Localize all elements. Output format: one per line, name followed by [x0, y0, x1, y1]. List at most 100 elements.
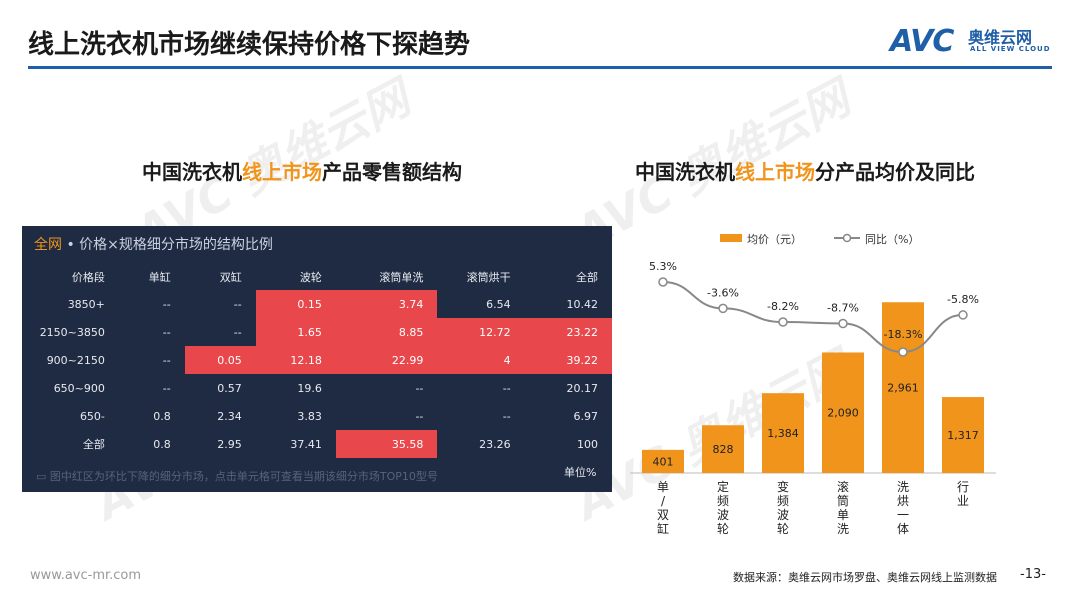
table-cell[interactable]: 12.18 — [255, 346, 336, 374]
table-caption: • 价格×规格细分市场的结构比例 — [66, 237, 273, 253]
x-tick-label: 洗 — [837, 522, 849, 536]
table-row[interactable]: 全部 0.8 2.95 37.41 35.58 23.26 100 — [22, 430, 612, 458]
title-suffix: 产品零售额结构 — [322, 160, 462, 184]
table-cell[interactable]: -- — [233, 297, 242, 311]
yoy-point — [718, 303, 728, 314]
table-header: 全网 • 价格×规格细分市场的结构比例 — [34, 234, 273, 254]
table-cell[interactable]: 35.58 — [335, 430, 438, 458]
yoy-line — [662, 281, 964, 354]
x-tick-label: 定 — [717, 479, 729, 494]
yoy-value-label: -8.7% — [827, 302, 859, 315]
table-cell[interactable]: -- — [502, 381, 511, 395]
table-unit: 单位% — [564, 466, 597, 479]
table-cell[interactable]: 8.85 — [335, 318, 438, 346]
table-cell[interactable]: 12.72 — [437, 318, 525, 346]
left-chart-title: 中国洗衣机线上市场产品零售额结构 — [142, 156, 462, 185]
column-header: 波轮 — [299, 271, 322, 284]
table-cell[interactable]: 20.17 — [566, 381, 599, 395]
table-cell[interactable]: 100 — [577, 437, 598, 451]
bar — [762, 393, 804, 473]
table-cell[interactable]: -- — [233, 325, 242, 339]
bar — [822, 352, 864, 473]
tab-all-network[interactable]: 全网 — [34, 237, 62, 253]
table-row[interactable]: 3850+ -- -- 0.15 3.74 6.54 10.42 — [22, 290, 612, 318]
table-cell[interactable]: 10.42 — [566, 297, 599, 311]
avg-price-chart: 均价（元） 同比（%） 401 828 1,384 2,090 2,961 1,317 5.3%… — [630, 233, 996, 536]
table-cell[interactable]: 23.26 — [479, 437, 511, 451]
title-prefix: 中国洗衣机 — [635, 160, 735, 184]
column-header: 价格段 — [71, 271, 105, 284]
table-cell[interactable]: 2.34 — [217, 409, 242, 423]
logo-cn-text: 奥维云网 — [968, 28, 1033, 47]
yoy-point — [658, 277, 668, 287]
x-tick-label: 频 — [717, 494, 729, 508]
x-tick-label: 滚 — [837, 479, 849, 494]
table-cell[interactable]: 19.6 — [297, 381, 322, 395]
yoy-value-label: -8.2% — [767, 300, 799, 313]
table-cell[interactable]: 6.97 — [573, 409, 599, 423]
table-row[interactable]: 650- 0.8 2.34 3.83 -- -- 6.97 — [22, 402, 612, 430]
table-cell[interactable]: 0.8 — [153, 437, 171, 451]
table-cell[interactable]: -- — [415, 381, 424, 395]
x-tick-label: 烘 — [897, 494, 909, 508]
price-segment-cell: 3850+ — [67, 297, 105, 311]
table-cell[interactable]: -- — [162, 353, 171, 367]
table-cell[interactable]: 1.65 — [255, 318, 336, 346]
table-cell[interactable]: 3.83 — [297, 409, 322, 423]
x-tick-label: 变 — [777, 479, 789, 494]
table-cell[interactable]: 22.99 — [335, 346, 438, 374]
right-chart-title: 中国洗衣机线上市场分产品均价及同比 — [635, 156, 975, 185]
table-cell[interactable]: 0.05 — [184, 346, 256, 374]
x-tick-label: 体 — [897, 522, 909, 536]
yoy-value-label: -5.8% — [947, 293, 979, 306]
table-cell[interactable]: -- — [162, 325, 171, 339]
table-row[interactable]: 2150~3850 -- -- 1.65 8.85 12.72 23.22 — [22, 318, 612, 346]
x-tick-label: 一 — [897, 508, 909, 522]
table-row[interactable]: 650~900 -- 0.57 19.6 -- -- 20.17 — [22, 374, 612, 402]
table-cell[interactable]: 3.74 — [335, 290, 438, 318]
table-cell[interactable]: -- — [162, 297, 171, 311]
table-cell[interactable]: 37.41 — [290, 437, 322, 451]
x-tick-label: / — [661, 494, 666, 508]
bar-value-label: 2,961 — [887, 382, 919, 395]
table-note-text: 图中红区为环比下降的细分市场，点击单元格可查看当期该细分市场TOP10型号 — [49, 470, 438, 483]
table-cell[interactable]: 39.22 — [524, 346, 612, 374]
bar-value-label: 401 — [653, 455, 674, 468]
header-divider — [28, 66, 1052, 69]
yoy-point — [958, 310, 968, 320]
yoy-point — [898, 347, 908, 357]
table-cell[interactable]: 0.8 — [153, 409, 171, 423]
market-structure-panel: 全网 • 价格×规格细分市场的结构比例 价格段 单缸 双缸 波轮 滚筒单洗 滚筒烘干 全部 … — [22, 226, 612, 492]
x-tick-label: 业 — [957, 494, 969, 508]
x-tick-label: 行 — [957, 480, 969, 494]
table-cell[interactable]: 23.22 — [524, 318, 612, 346]
table-row[interactable]: 900~2150 -- 0.05 12.18 22.99 4 39.22 — [22, 346, 612, 374]
bar — [942, 397, 984, 473]
footer-url[interactable]: www.avc-mr.com — [30, 568, 142, 583]
title-prefix: 中国洗衣机 — [142, 160, 242, 184]
title-highlight: 线上市场 — [242, 160, 322, 184]
table-cell[interactable]: 0.57 — [217, 381, 242, 395]
yoy-value-label: -3.6% — [707, 286, 739, 299]
table-cell[interactable]: 0.15 — [255, 290, 336, 318]
table-cell[interactable]: -- — [502, 409, 511, 423]
yoy-point — [778, 317, 788, 327]
table-header-row: 价格段 单缸 双缸 波轮 滚筒单洗 滚筒烘干 全部 — [22, 264, 612, 290]
logo-mark: AVC — [890, 24, 954, 59]
column-header: 滚筒烘干 — [466, 271, 511, 284]
table-cell[interactable]: 2.95 — [217, 437, 242, 451]
table-cell[interactable]: 4 — [437, 346, 525, 374]
price-segment-cell: 2150~3850 — [39, 325, 105, 339]
legend-label-yoy: 同比（%） — [865, 233, 919, 246]
x-tick-label: 单 — [657, 480, 669, 494]
table-cell[interactable]: -- — [162, 381, 171, 395]
title-highlight: 线上市场 — [735, 160, 815, 184]
x-tick-label: 波 — [777, 508, 789, 522]
bar-value-label: 1,317 — [947, 429, 979, 442]
avc-logo: AVC 奥维云网 ALL VIEW CLOUD — [890, 24, 1060, 60]
column-header: 全部 — [576, 271, 598, 284]
table-cell[interactable]: -- — [415, 409, 424, 423]
bar-value-label: 2,090 — [827, 407, 859, 420]
x-tick-label: 波 — [717, 508, 729, 522]
table-cell[interactable]: 6.54 — [486, 297, 511, 311]
